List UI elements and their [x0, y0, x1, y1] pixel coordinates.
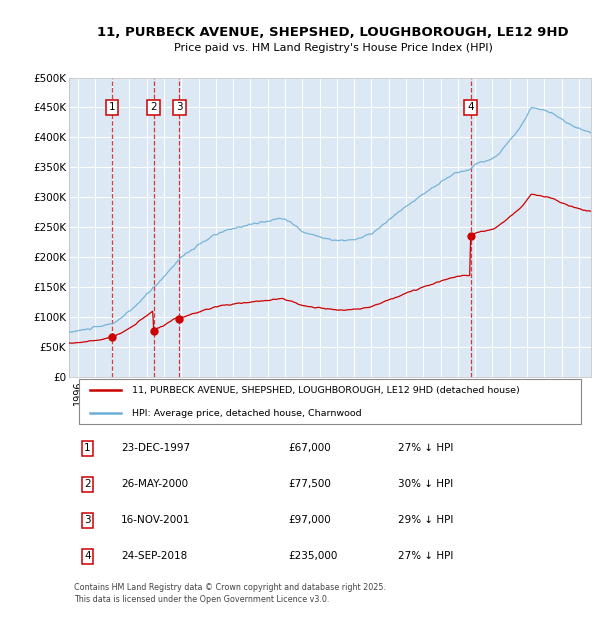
Text: 29% ↓ HPI: 29% ↓ HPI [398, 515, 453, 525]
Text: Price paid vs. HM Land Registry's House Price Index (HPI): Price paid vs. HM Land Registry's House … [173, 43, 493, 53]
Text: £97,000: £97,000 [288, 515, 331, 525]
Text: £77,500: £77,500 [288, 479, 331, 489]
Text: 27% ↓ HPI: 27% ↓ HPI [398, 551, 453, 561]
Text: 3: 3 [84, 515, 91, 525]
Text: 11, PURBECK AVENUE, SHEPSHED, LOUGHBOROUGH, LE12 9HD: 11, PURBECK AVENUE, SHEPSHED, LOUGHBOROU… [97, 26, 569, 39]
Text: 27% ↓ HPI: 27% ↓ HPI [398, 443, 453, 453]
Text: 2: 2 [151, 102, 157, 112]
Text: £235,000: £235,000 [288, 551, 338, 561]
Text: 1: 1 [109, 102, 115, 112]
Text: 4: 4 [84, 551, 91, 561]
Text: 24-SEP-2018: 24-SEP-2018 [121, 551, 187, 561]
Text: HPI: Average price, detached house, Charnwood: HPI: Average price, detached house, Char… [131, 409, 361, 417]
Text: 3: 3 [176, 102, 182, 112]
Text: 26-MAY-2000: 26-MAY-2000 [121, 479, 188, 489]
FancyBboxPatch shape [79, 379, 581, 424]
Text: 1: 1 [84, 443, 91, 453]
Text: 23-DEC-1997: 23-DEC-1997 [121, 443, 190, 453]
Text: 16-NOV-2001: 16-NOV-2001 [121, 515, 191, 525]
Text: Contains HM Land Registry data © Crown copyright and database right 2025.
This d: Contains HM Land Registry data © Crown c… [74, 583, 386, 604]
Text: 2: 2 [84, 479, 91, 489]
Text: 4: 4 [467, 102, 474, 112]
Text: 30% ↓ HPI: 30% ↓ HPI [398, 479, 453, 489]
Text: £67,000: £67,000 [288, 443, 331, 453]
Text: 11, PURBECK AVENUE, SHEPSHED, LOUGHBOROUGH, LE12 9HD (detached house): 11, PURBECK AVENUE, SHEPSHED, LOUGHBOROU… [131, 386, 520, 395]
